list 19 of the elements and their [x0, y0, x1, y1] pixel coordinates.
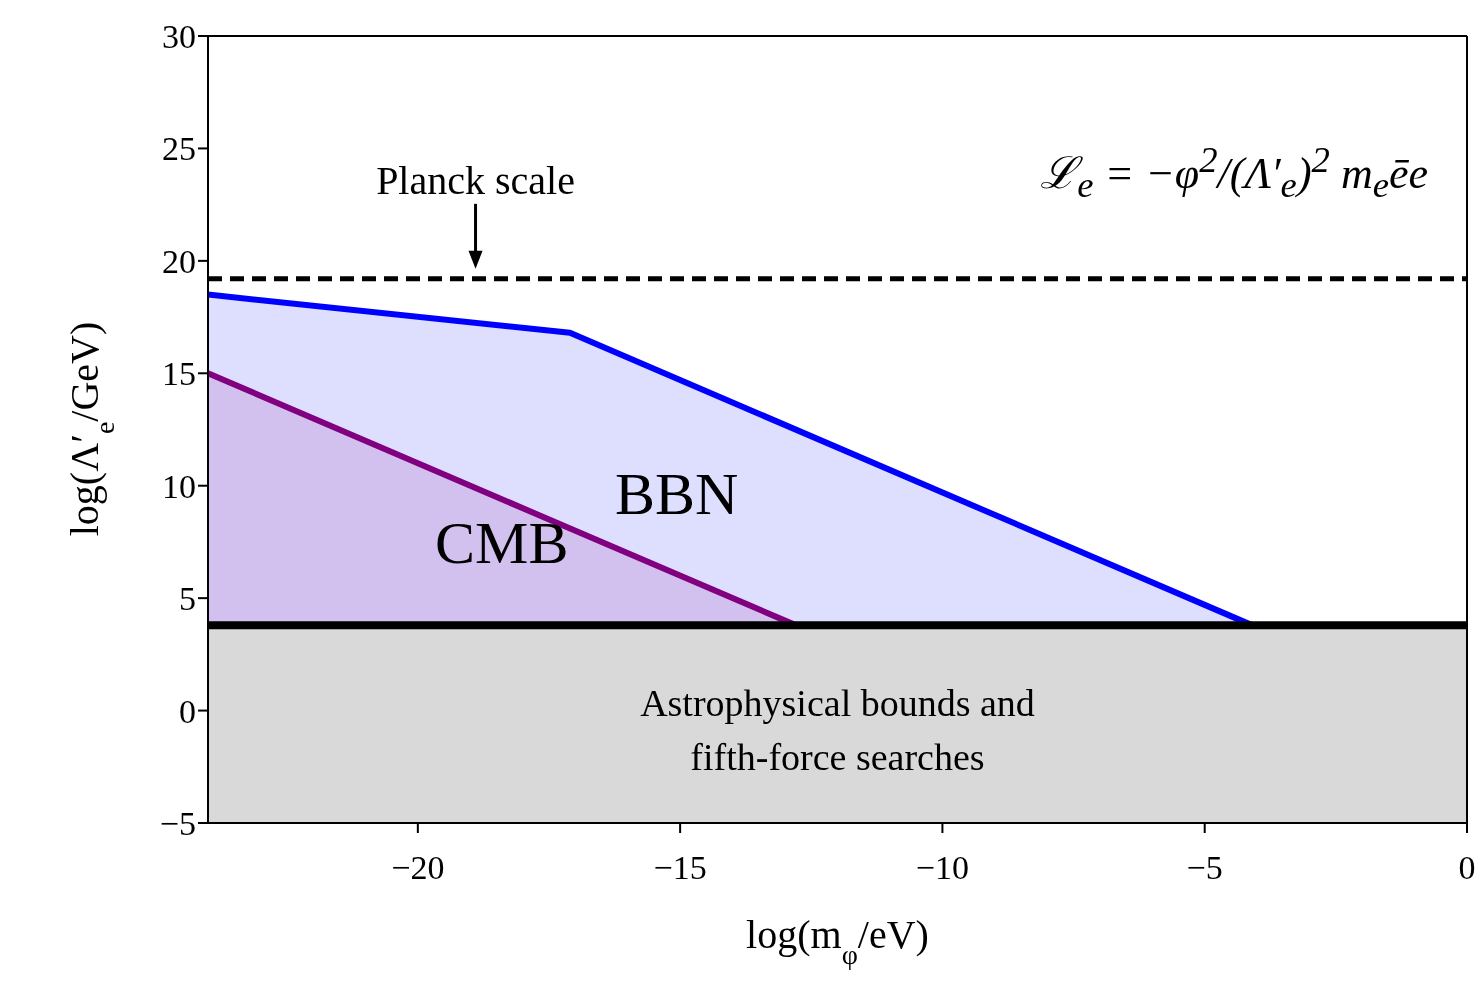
text: ℒ$_{e}$ = −φ$^{2}$/(Λ′$_{e}$)$^{2}$ m$_{e}$ēe: [1040, 139, 1428, 206]
series-label: CMB: [435, 510, 569, 577]
y-tick-label: 25: [162, 130, 196, 168]
y-tick-label: 30: [162, 18, 196, 56]
x-tick-label: 0: [1458, 849, 1476, 887]
y-tick-label: 5: [179, 580, 196, 618]
x-tick-label: −20: [391, 849, 445, 887]
y-tick-label: −5: [159, 805, 196, 843]
band-label: Astrophysical bounds and fifth-force searches: [640, 682, 1035, 778]
x-tick-label: −5: [1186, 849, 1223, 887]
y-tick-label: 0: [179, 692, 196, 730]
x-axis-title: log(m$_{φ}$/eV): [746, 912, 929, 970]
x-tick-label: −10: [915, 849, 970, 887]
y-tick-label: 20: [162, 242, 196, 280]
annotation: Planck scale: [376, 157, 575, 203]
series-label: BBN: [614, 461, 739, 528]
y-tick-label: 15: [162, 355, 196, 393]
y-tick-label: 10: [162, 467, 196, 505]
x-tick-label: −15: [653, 849, 707, 887]
